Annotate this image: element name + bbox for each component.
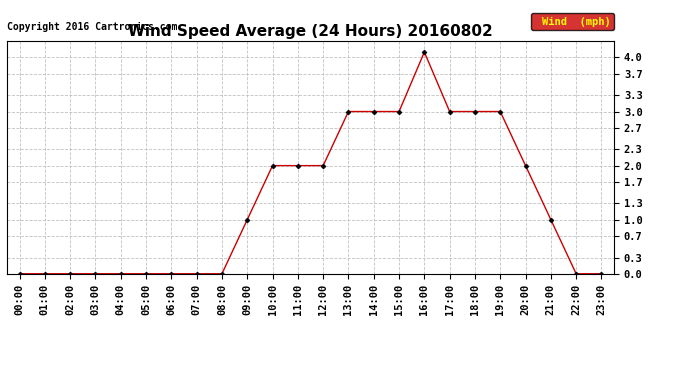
Text: Copyright 2016 Cartronics.com: Copyright 2016 Cartronics.com: [7, 22, 177, 32]
Title: Wind Speed Average (24 Hours) 20160802: Wind Speed Average (24 Hours) 20160802: [128, 24, 493, 39]
Legend: Wind  (mph): Wind (mph): [531, 13, 614, 30]
